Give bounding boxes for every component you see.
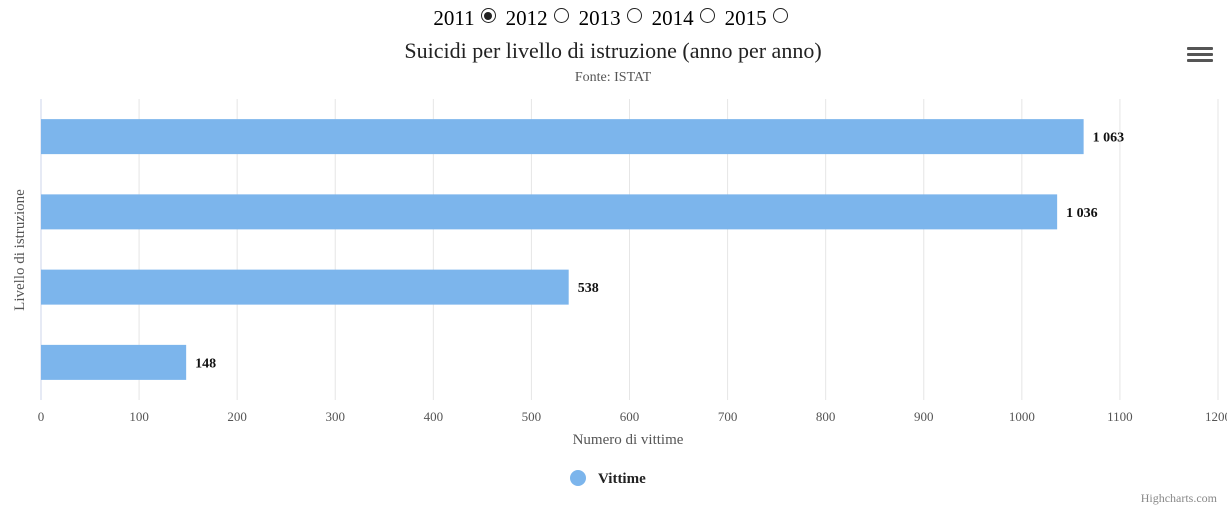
x-tick-label: 800 (816, 409, 836, 424)
bar-value-label: 1 063 (1093, 131, 1125, 146)
legend-marker (570, 470, 586, 486)
y-axis-label: Livello di istruzione (12, 189, 28, 311)
chart-title: Suicidi per livello di istruzione (anno … (404, 38, 821, 63)
x-tick-label: 600 (620, 409, 640, 424)
radio-button[interactable] (626, 8, 642, 23)
x-tick-label: 900 (914, 409, 934, 424)
legend-label[interactable]: Vittime (598, 471, 646, 487)
year-option-2012[interactable]: 2012 (506, 6, 575, 31)
credits[interactable]: Highcharts.com (1141, 491, 1218, 505)
x-tick-label: 0 (38, 409, 45, 424)
hamburger-menu-icon[interactable] (1186, 44, 1214, 68)
x-tick-label: 400 (424, 409, 444, 424)
x-tick-label: 200 (227, 409, 247, 424)
bar-value-label: 1 036 (1066, 206, 1098, 221)
x-tick-label: 1000 (1009, 409, 1035, 424)
radio-button[interactable] (699, 8, 715, 23)
data-labels: 1 063 1 036 538 148 (195, 131, 1124, 372)
radio-button[interactable] (480, 8, 496, 23)
x-tick-label: 100 (129, 409, 149, 424)
year-label: 2011 (433, 6, 475, 30)
x-tick-label: 1200 (1205, 409, 1227, 424)
x-tick-label: 500 (522, 409, 542, 424)
legend[interactable]: Vittime (570, 470, 646, 487)
year-label: 2013 (578, 6, 621, 30)
bar-value-label: 538 (578, 281, 599, 296)
x-axis-ticks: 0 100 200 300 400 500 600 700 800 900 1000 1100 1200 (38, 409, 1227, 424)
x-tick-label: 700 (718, 409, 738, 424)
x-tick-label: 1100 (1107, 409, 1133, 424)
bar[interactable] (41, 119, 1084, 155)
year-option-2011[interactable]: 2011 (433, 6, 501, 31)
bar-series (41, 119, 1084, 380)
year-selector: 2011 2012 2013 2014 2015 (0, 6, 1227, 31)
year-option-2015[interactable]: 2015 (725, 6, 794, 31)
year-label: 2014 (651, 6, 694, 30)
x-tick-label: 300 (326, 409, 346, 424)
radio-button[interactable] (772, 8, 788, 23)
bar-value-label: 148 (195, 356, 216, 371)
bar[interactable] (41, 344, 187, 380)
x-axis-label: Numero di vittime (573, 432, 684, 448)
year-label: 2012 (505, 6, 548, 30)
bar[interactable] (41, 269, 569, 305)
year-option-2013[interactable]: 2013 (579, 6, 648, 31)
year-option-2014[interactable]: 2014 (652, 6, 721, 31)
chart-subtitle: Fonte: ISTAT (575, 70, 652, 85)
radio-button[interactable] (553, 8, 569, 23)
year-label: 2015 (724, 6, 767, 30)
bar[interactable] (41, 194, 1058, 230)
